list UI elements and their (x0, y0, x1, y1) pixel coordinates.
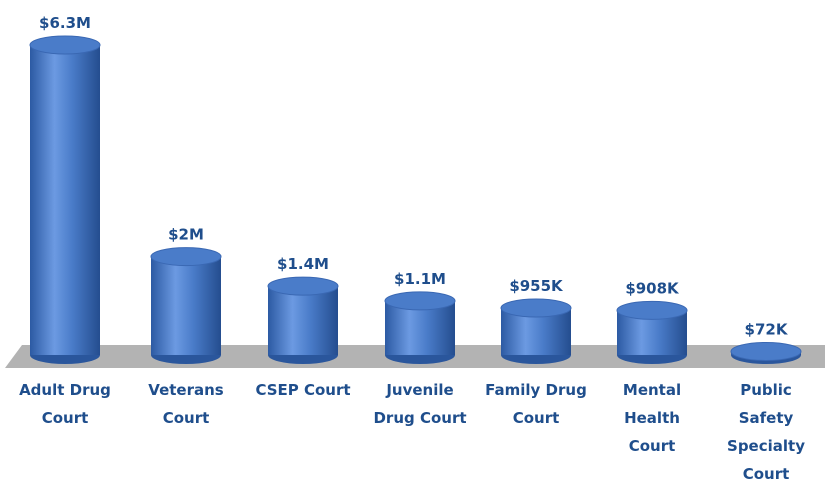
x-tick-label: CSEP Court (255, 381, 351, 399)
x-tick-label: Public Safety Specialty Court (727, 381, 805, 483)
value-label: $955K (509, 277, 564, 295)
x-tick-label: Family Drug Court (485, 381, 587, 427)
value-label: $2M (168, 226, 204, 244)
x-tick-label: Veterans Court (148, 381, 224, 427)
bar-top (150, 247, 222, 267)
value-label: $1.1M (394, 270, 446, 288)
x-tick-label: Adult Drug Court (19, 381, 111, 427)
bar-top (384, 291, 456, 311)
value-label: $908K (625, 279, 680, 297)
x-tick-label: Juvenile Drug Court (373, 381, 467, 427)
bar-top (500, 298, 572, 318)
bar (151, 256, 221, 355)
value-label: $6.3M (39, 14, 91, 32)
bar (268, 286, 338, 355)
bar-top (616, 300, 688, 320)
value-label: $72K (745, 320, 789, 338)
bar (30, 45, 100, 355)
bar-top (730, 341, 802, 361)
bar-top (29, 35, 101, 55)
x-tick-label: Mental Health Court (622, 381, 682, 455)
bar-top (267, 276, 339, 296)
value-label: $1.4M (277, 255, 329, 273)
